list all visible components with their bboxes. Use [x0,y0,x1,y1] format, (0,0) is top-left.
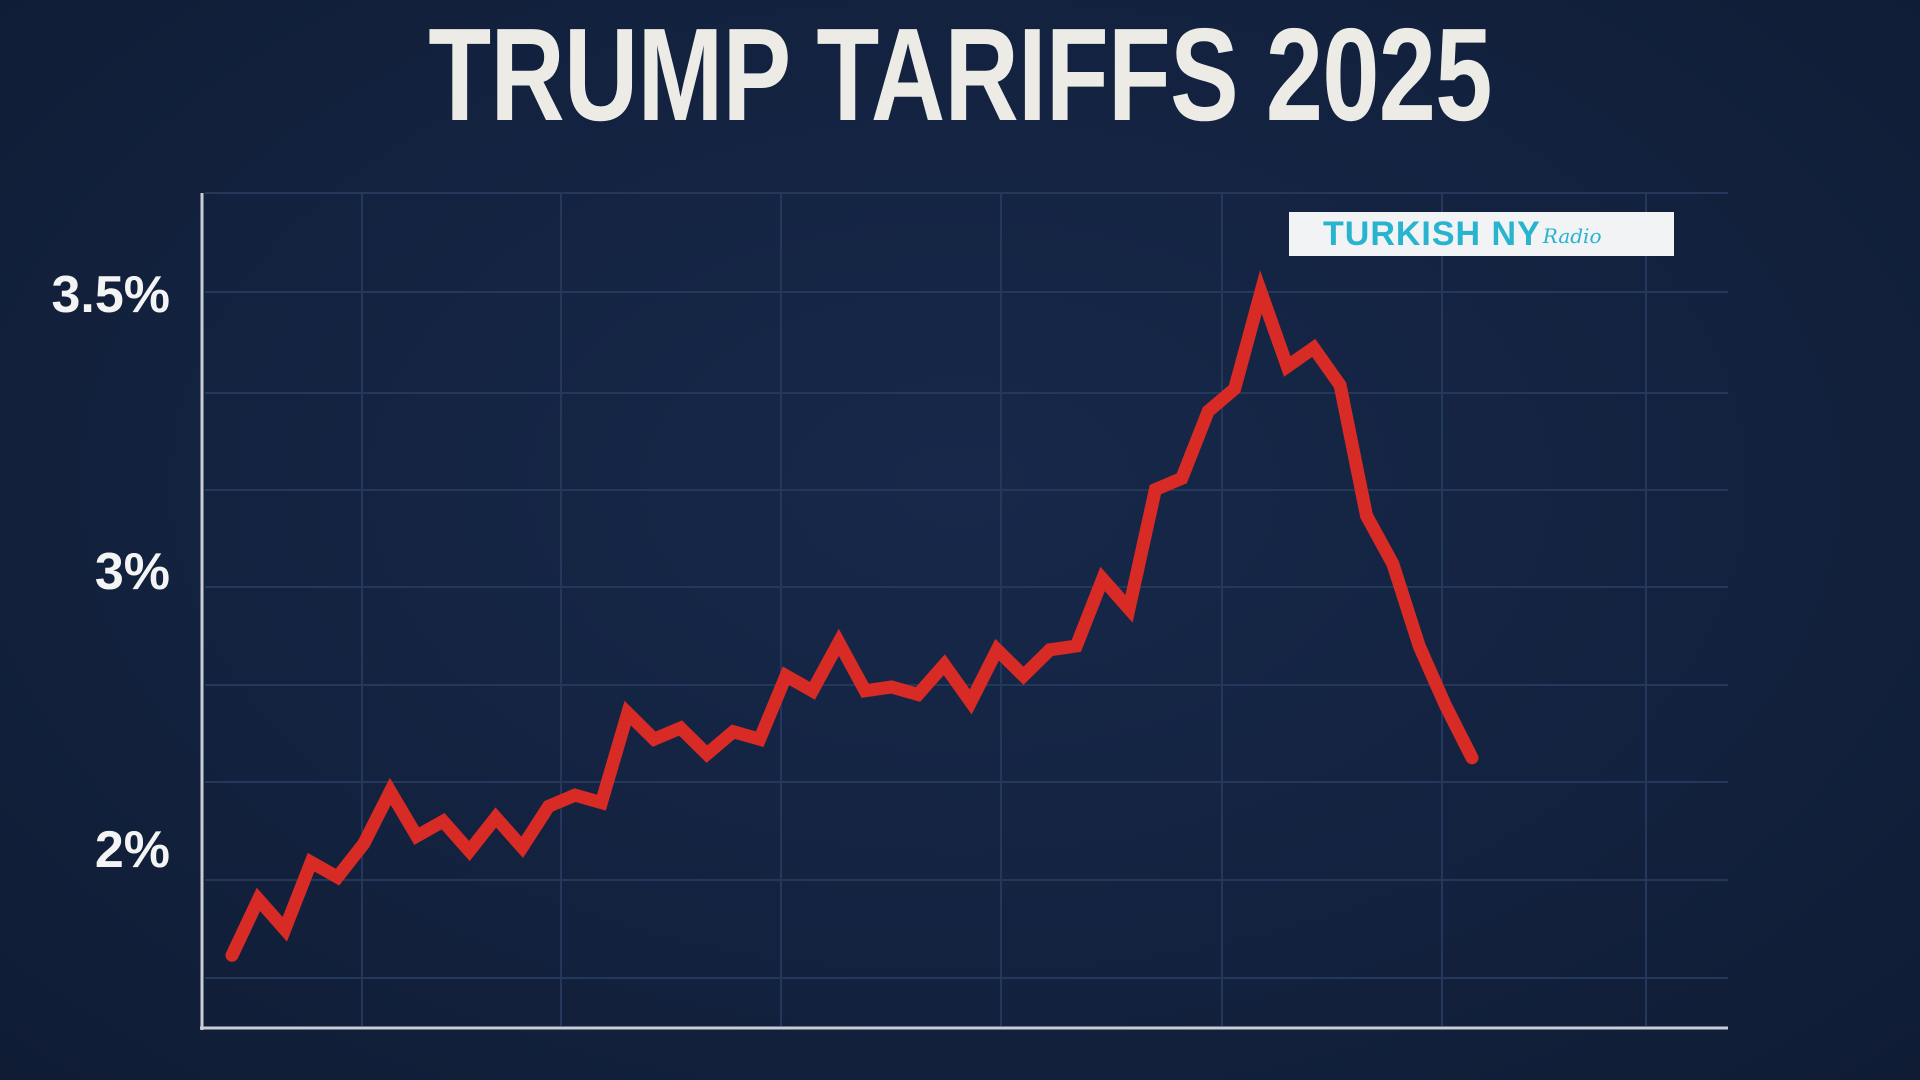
data-point [1391,562,1395,566]
data-point [362,842,366,846]
data-point [1444,704,1448,708]
data-point [256,897,260,901]
data-point [336,875,340,879]
data-point [1470,756,1474,760]
data-point [573,793,577,797]
data-point [1101,577,1105,581]
logo-script-text: Radio [1542,224,1602,248]
data-point [1285,365,1289,369]
y-tick-label-3.5: 3.5% [51,266,170,324]
data-point [1022,674,1026,678]
data-point [1417,644,1421,648]
data-point [1206,409,1210,413]
data-point [1180,476,1184,480]
data-point [1127,607,1131,611]
gridlines [205,192,1728,1026]
data-point [758,737,762,741]
data-point [837,640,841,644]
data-point [731,730,735,734]
logo-main-text: TURKISH NY [1323,214,1541,253]
data-point [230,953,234,957]
data-point [626,711,630,715]
data-point [520,845,524,849]
data-point [1259,290,1263,294]
data-point [1048,648,1052,652]
data-point [863,689,867,693]
data-point [494,816,498,820]
data-point [652,737,656,741]
data-point [810,689,814,693]
data-point [415,834,419,838]
data-point [1153,488,1157,492]
data-point [995,648,999,652]
data-point [388,789,392,793]
data-point [467,849,471,853]
data-point [784,674,788,678]
data-point [679,726,683,730]
data-point [942,663,946,667]
data-point [916,693,920,697]
data-point [1233,387,1237,391]
y-tick-label-2: 2% [94,821,170,879]
turkish-ny-radio-logo: TURKISH NY Radio [1289,212,1674,256]
data-point [599,801,603,805]
chart-title: TRUMP TARIFFS 2025 [428,1,1492,148]
data-point [1338,383,1342,387]
data-point [309,860,313,864]
data-point [441,819,445,823]
data-point [890,685,894,689]
data-point [547,804,551,808]
data-point [283,927,287,931]
data-point [1365,514,1369,518]
data-point [1074,644,1078,648]
y-tick-label-3: 3% [94,543,170,601]
data-point [1312,346,1316,350]
data-point [969,700,973,704]
series-line [225,270,1479,962]
data-point [705,752,709,756]
